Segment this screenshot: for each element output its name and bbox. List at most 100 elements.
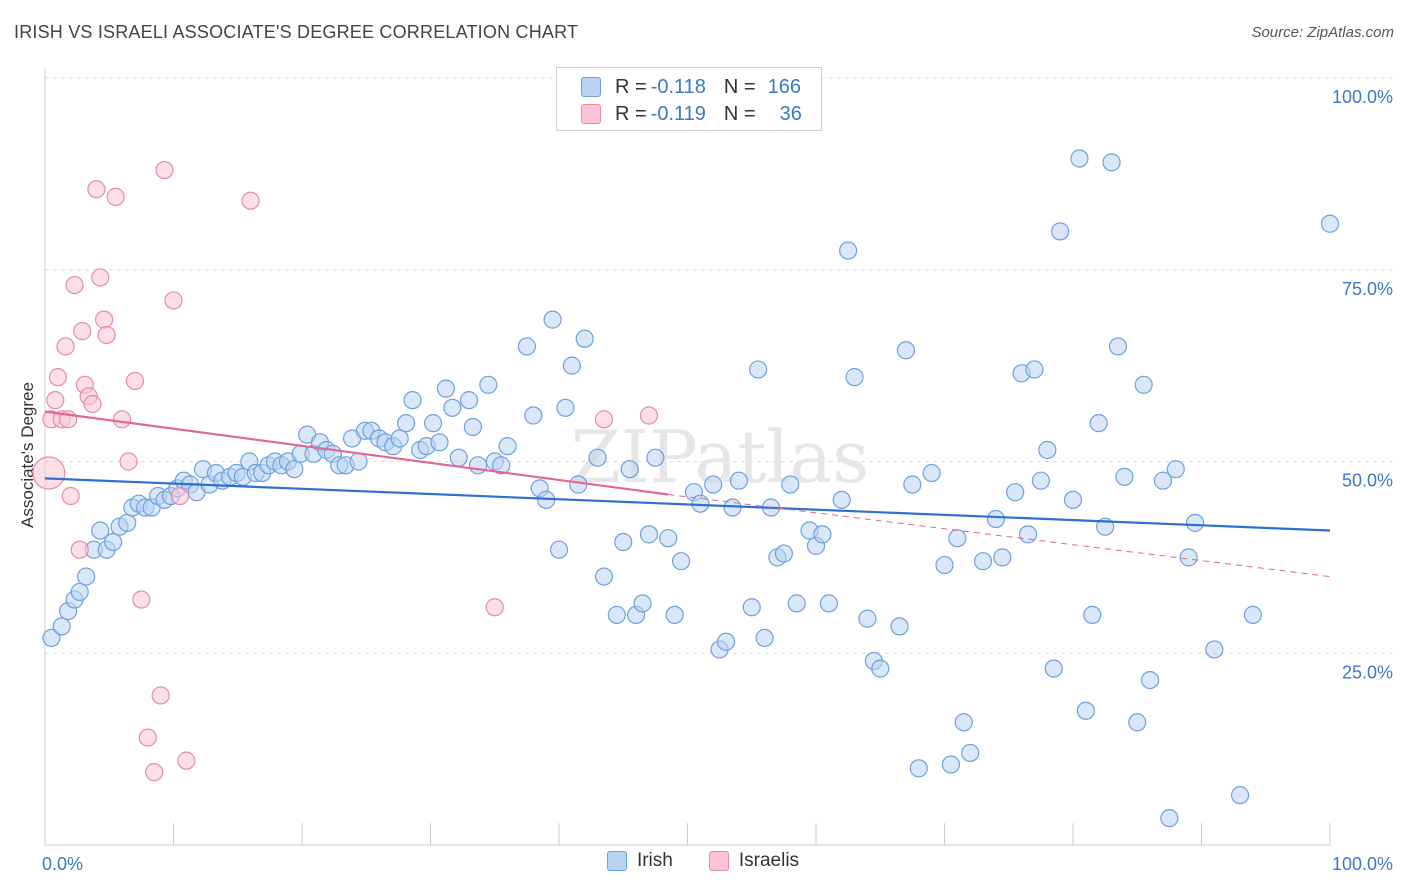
- irish-point: [993, 548, 1012, 567]
- irish-point: [935, 555, 954, 575]
- israeli-point: [138, 728, 157, 747]
- israeli-point: [112, 410, 132, 429]
- irish-point: [449, 448, 468, 467]
- legend-item-israelis[interactable]: Israelis: [708, 850, 800, 872]
- irish-point: [922, 463, 941, 483]
- legend-item-irish[interactable]: Irish: [606, 850, 673, 872]
- israeli-point: [145, 763, 164, 782]
- irish-point: [973, 552, 993, 571]
- israelis-swatch: [581, 104, 601, 124]
- irish-point: [954, 713, 973, 732]
- irish-point: [42, 628, 61, 648]
- irish-point: [1070, 149, 1089, 168]
- irish-point: [1320, 214, 1340, 233]
- irish-point: [498, 437, 517, 456]
- legend-row-irish: R = -0.118 N = 166: [581, 75, 801, 99]
- israeli-point: [61, 486, 80, 506]
- irish-point: [403, 391, 422, 410]
- irish-point: [858, 609, 877, 628]
- irish-point: [729, 471, 749, 490]
- irish-point: [423, 414, 443, 433]
- irish-point: [665, 605, 684, 625]
- y-tick-label: 100.0%: [1332, 87, 1393, 107]
- irish-point: [961, 743, 980, 763]
- israeli-point: [56, 337, 75, 356]
- r-value: -0.119: [650, 102, 706, 125]
- israeli-point: [32, 456, 66, 490]
- irish-point: [781, 475, 800, 494]
- x-tick-label: 100.0%: [1332, 854, 1393, 874]
- israeli-point: [65, 275, 84, 295]
- source-label: Source: ZipAtlas.com: [1251, 24, 1394, 41]
- irish-point: [819, 594, 838, 613]
- irish-point: [896, 341, 916, 360]
- irish-point: [607, 605, 626, 625]
- n-value: 166: [767, 75, 801, 98]
- irish-point: [492, 456, 511, 475]
- irish-point: [468, 456, 488, 475]
- israeli-point: [46, 391, 65, 410]
- irish-point: [562, 356, 581, 375]
- legend-label-israelis: Israelis: [738, 850, 800, 871]
- irish-point: [1108, 337, 1128, 356]
- irish-point: [749, 360, 768, 379]
- legend-row-israelis: R = -0.119 N = 36: [581, 102, 802, 126]
- n-label: N =: [723, 102, 756, 125]
- y-tick-label: 25.0%: [1342, 662, 1393, 682]
- irish-point: [436, 379, 456, 398]
- irish-point: [118, 513, 137, 532]
- irish-point: [1038, 440, 1057, 460]
- irish-point: [463, 417, 483, 437]
- israeli-trend-extension: [668, 493, 1331, 578]
- israeli-point: [87, 180, 106, 199]
- israeli-point: [132, 590, 151, 609]
- irish-point: [1115, 467, 1134, 486]
- irish-point: [390, 429, 409, 448]
- irish-point: [986, 509, 1006, 529]
- x-tick-label: 0.0%: [42, 854, 83, 874]
- irish-point: [1102, 153, 1121, 172]
- irish-point: [755, 628, 774, 648]
- chart-title: IRISH VS ISRAELI ASSOCIATE'S DEGREE CORR…: [14, 22, 579, 42]
- y-tick-label: 50.0%: [1342, 471, 1393, 491]
- irish-point: [1063, 490, 1083, 509]
- irish-point: [1018, 525, 1038, 544]
- irish-swatch: [606, 851, 627, 871]
- irish-point: [569, 475, 588, 494]
- r-label: R =: [615, 102, 647, 125]
- israeli-point: [594, 410, 614, 429]
- irish-point: [948, 529, 967, 548]
- israeli-point: [83, 394, 102, 414]
- irish-point: [1089, 414, 1108, 433]
- irish-point: [517, 337, 536, 356]
- israeli-point: [151, 686, 170, 705]
- irish-point: [543, 310, 562, 329]
- irish-point: [909, 759, 928, 778]
- irish-point: [659, 529, 678, 548]
- israelis-swatch: [708, 851, 729, 871]
- irish-point: [52, 617, 71, 636]
- stats-legend: R = -0.118 N = 166 R = -0.119 N = 36: [556, 67, 822, 131]
- irish-point: [1153, 471, 1173, 490]
- series-legend: Irish Israelis: [0, 850, 1406, 872]
- irish-point: [1031, 471, 1050, 490]
- israeli-point: [241, 191, 260, 210]
- irish-point: [70, 582, 89, 601]
- irish-trend-line: [44, 477, 1331, 532]
- irish-point: [646, 448, 665, 467]
- irish-point: [845, 368, 864, 387]
- irish-point: [890, 617, 909, 636]
- legend-label-irish: Irish: [636, 850, 673, 871]
- irish-point: [459, 391, 479, 410]
- irish-point: [1243, 605, 1263, 625]
- irish-point: [77, 567, 96, 586]
- israeli-point: [155, 160, 174, 180]
- irish-point: [832, 490, 851, 509]
- irish-point: [588, 448, 607, 467]
- irish-point: [813, 525, 832, 544]
- irish-point: [1166, 460, 1185, 479]
- irish-point: [1044, 659, 1063, 678]
- irish-point: [1051, 222, 1070, 241]
- israeli-point: [97, 325, 116, 345]
